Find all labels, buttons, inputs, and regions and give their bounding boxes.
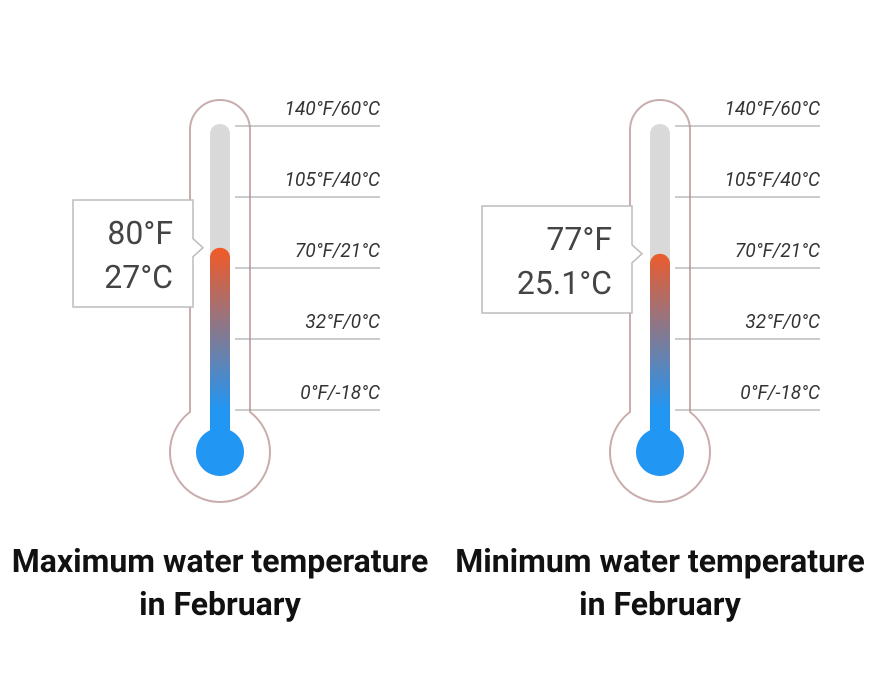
tick-label: 105°F/40°C: [725, 168, 820, 191]
chart-title: Minimum water temperature in February: [455, 542, 865, 623]
tick-label: 0°F/-18°C: [740, 381, 820, 404]
secondary-label: 25.1°C: [517, 264, 612, 302]
value-label: 80°F: [107, 214, 173, 252]
bulb: [196, 428, 244, 476]
mercury: [650, 253, 670, 440]
value-box: [481, 205, 644, 314]
value-box: [72, 199, 205, 308]
tick-label: 70°F/21°C: [295, 239, 380, 262]
tick-label: 0°F/-18°C: [300, 381, 380, 404]
value-label: 77°F: [546, 220, 612, 258]
secondary-label: 27°C: [104, 258, 173, 296]
tick-label: 140°F/60°C: [285, 97, 380, 120]
tick-label: 70°F/21°C: [735, 239, 820, 262]
tick-label: 32°F/0°C: [745, 310, 820, 333]
tick-label: 105°F/40°C: [285, 168, 380, 191]
chart-title: Maximum water temperature in February: [11, 542, 429, 623]
mercury: [210, 247, 230, 440]
tick-label: 140°F/60°C: [725, 97, 820, 120]
tick-label: 32°F/0°C: [305, 310, 380, 333]
bulb: [636, 428, 684, 476]
